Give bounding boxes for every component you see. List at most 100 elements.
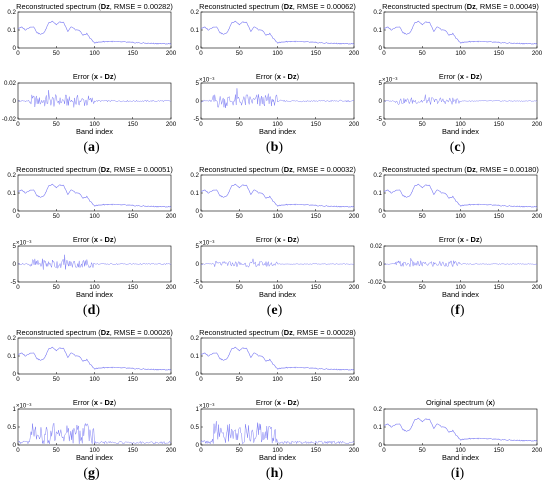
reconstructed-ytick-label: 0.1 (190, 353, 199, 360)
reconstructed-ytick-label: 0 (196, 45, 200, 52)
original-ytick-label: 0.2 (373, 406, 382, 413)
error-line (17, 254, 172, 270)
subfigure-chart: Reconstructed spectrum (Dz, RMSE = 0.000… (190, 2, 359, 136)
error-xtick-label: 200 (532, 121, 543, 128)
reconstructed-xtick-label: 200 (349, 376, 360, 383)
reconstructed-title: Reconstructed spectrum (Dz, RMSE = 0.000… (199, 328, 356, 337)
reconstructed-spectrum-line (200, 346, 355, 371)
reconstructed-xtick-label: 0 (382, 213, 386, 220)
error-title: Error (x - Dz) (73, 398, 116, 407)
reconstructed-spectrum-line (200, 20, 355, 45)
error-xtick-label: 150 (128, 284, 139, 291)
error-xtick-label: 150 (311, 447, 322, 454)
reconstructed-xtick-label: 150 (311, 376, 322, 383)
original-xtick-label: 200 (532, 447, 543, 454)
error-xtick-label: 0 (16, 447, 20, 454)
reconstructed-xtick-label: 50 (53, 376, 60, 383)
error-ytick-label: 0 (379, 261, 383, 268)
error-xtick-label: 150 (311, 284, 322, 291)
error-xtick-label: 50 (53, 121, 60, 128)
reconstructed-xtick-label: 100 (455, 50, 466, 57)
reconstructed-title: Reconstructed spectrum (Dz, RMSE = 0.000… (16, 165, 173, 174)
reconstructed-xtick-label: 150 (128, 50, 139, 57)
subfigure-label: (e) (266, 303, 283, 318)
reconstructed-xtick-label: 200 (166, 376, 177, 383)
error-xlabel: Band index (76, 453, 113, 462)
error-ytick-label: -5 (193, 116, 199, 123)
subfigure-label: (a) (83, 140, 100, 155)
error-ytick-label: -5 (376, 116, 382, 123)
error-xtick-label: 100 (89, 121, 100, 128)
error-xtick-label: 100 (272, 121, 283, 128)
subfigure-label: (f) (450, 303, 465, 318)
error-ytick-label: 0 (13, 261, 17, 268)
reconstructed-xtick-label: 150 (128, 213, 139, 220)
reconstructed-xtick-label: 100 (89, 213, 100, 220)
error-xtick-label: 200 (349, 284, 360, 291)
reconstructed-ytick-label: 0.2 (7, 335, 16, 342)
reconstructed-xtick-label: 0 (16, 50, 20, 57)
reconstructed-ytick-label: 0.1 (7, 190, 16, 197)
subfigure-b: Reconstructed spectrum (Dz, RMSE = 0.000… (183, 0, 366, 163)
reconstructed-xtick-label: 0 (382, 50, 386, 57)
error-line (200, 421, 355, 445)
error-xtick-label: 0 (199, 284, 203, 291)
reconstructed-title: Reconstructed spectrum (Dz, RMSE = 0.000… (382, 2, 539, 11)
error-axes-box (17, 245, 172, 283)
error-axis-multiplier: ×10⁻³ (382, 78, 397, 84)
subfigure-chart: Reconstructed spectrum (Dz, RMSE = 0.000… (190, 165, 360, 299)
error-xtick-label: 50 (53, 447, 60, 454)
error-axis-multiplier: ×10⁻³ (16, 404, 31, 410)
error-line (17, 90, 172, 108)
original-xtick-label: 150 (494, 447, 505, 454)
error-line (383, 258, 538, 268)
error-ytick-label: 0 (196, 261, 200, 268)
reconstructed-ytick-label: 0.2 (190, 172, 199, 179)
reconstructed-ytick-label: 0 (13, 45, 17, 52)
error-xtick-label: 150 (494, 121, 505, 128)
error-xtick-label: 50 (419, 121, 426, 128)
reconstructed-xtick-label: 100 (89, 376, 100, 383)
reconstructed-xtick-label: 100 (455, 213, 466, 220)
subfigure-a: Reconstructed spectrum (Dz, RMSE = 0.002… (0, 0, 183, 163)
reconstructed-xtick-label: 150 (494, 213, 505, 220)
reconstructed-spectrum-line (17, 346, 172, 371)
error-xtick-label: 150 (128, 447, 139, 454)
error-ytick-label: -5 (193, 279, 199, 286)
error-xtick-label: 200 (349, 447, 360, 454)
subfigure-label: (d) (82, 303, 101, 318)
error-line (17, 422, 172, 445)
reconstructed-xtick-label: 100 (272, 213, 283, 220)
original-xtick-label: 50 (419, 447, 426, 454)
reconstructed-xtick-label: 50 (53, 213, 60, 220)
error-ytick-label: 0.5 (190, 424, 199, 431)
error-axes-box (200, 408, 355, 446)
subfigure-h: Reconstructed spectrum (Dz, RMSE = 0.000… (183, 326, 366, 489)
subfigure-e: Reconstructed spectrum (Dz, RMSE = 0.000… (183, 163, 366, 326)
error-axis-multiplier: ×10⁻³ (199, 78, 214, 84)
subfigure-c: Reconstructed spectrum (Dz, RMSE = 0.000… (366, 0, 549, 163)
reconstructed-title: Reconstructed spectrum (Dz, RMSE = 0.001… (382, 165, 539, 174)
original-xtick-label: 100 (455, 447, 466, 454)
error-ytick-label: 0 (13, 442, 17, 449)
error-xlabel: Band index (76, 127, 113, 136)
error-ytick-label: 0 (196, 98, 200, 105)
error-xtick-label: 100 (455, 284, 466, 291)
reconstructed-xtick-label: 50 (236, 213, 243, 220)
error-xtick-label: 50 (236, 447, 243, 454)
error-ytick-label: 0 (379, 98, 383, 105)
reconstructed-ytick-label: 0 (379, 208, 383, 215)
reconstructed-xtick-label: 200 (349, 213, 360, 220)
reconstructed-xtick-label: 50 (236, 376, 243, 383)
error-title: Error (x - Dz) (73, 72, 116, 81)
error-title: Error (x - Dz) (256, 72, 299, 81)
reconstructed-xtick-label: 50 (419, 50, 426, 57)
error-xtick-label: 0 (382, 284, 386, 291)
error-axis-multiplier: ×10⁻³ (16, 241, 31, 247)
error-ytick-label: 5 (196, 80, 200, 87)
reconstructed-ytick-label: 0.2 (373, 9, 382, 16)
error-xtick-label: 50 (53, 284, 60, 291)
reconstructed-xtick-label: 150 (494, 50, 505, 57)
subfigure-chart: Reconstructed spectrum (Dz, RMSE = 0.000… (7, 165, 176, 299)
error-xtick-label: 50 (236, 284, 243, 291)
